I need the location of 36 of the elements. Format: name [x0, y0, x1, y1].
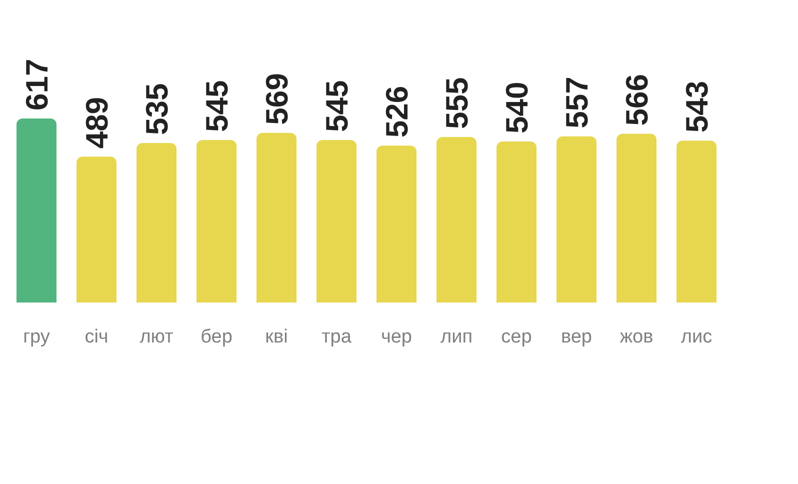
x-tick-label: лип: [440, 326, 473, 348]
bar: [496, 141, 536, 302]
bar: [616, 134, 656, 302]
bar: [76, 156, 116, 302]
data-label: 566: [620, 74, 654, 126]
x-tick-label: гру: [23, 326, 50, 348]
x-tick-label: січ: [84, 326, 108, 348]
bar: [676, 140, 716, 302]
data-label: 555: [440, 77, 474, 129]
data-label: 543: [680, 80, 714, 133]
data-label: 489: [80, 96, 114, 149]
x-tick-label: кві: [265, 326, 288, 348]
bar: [256, 132, 296, 302]
data-label: 557: [560, 76, 594, 128]
bar: [436, 136, 476, 302]
bar: [136, 142, 176, 302]
data-label: 569: [260, 73, 294, 125]
x-tick-label: лис: [680, 326, 712, 348]
bar: [196, 140, 236, 302]
x-tick-label: жов: [620, 326, 654, 348]
x-tick-label: сер: [501, 326, 532, 348]
x-tick-label: чер: [380, 326, 412, 348]
data-label: 545: [320, 80, 354, 132]
bar: [376, 146, 416, 302]
bar: [316, 140, 356, 302]
x-tick-label: тра: [322, 326, 352, 348]
data-label: 540: [500, 82, 534, 134]
data-label: 545: [200, 80, 234, 132]
bar: [16, 118, 56, 302]
data-label: 617: [20, 58, 54, 110]
bar: [556, 136, 596, 302]
x-tick-label: бер: [200, 326, 232, 348]
data-label: 526: [380, 86, 414, 138]
data-label: 535: [140, 83, 174, 135]
x-tick-label: лют: [140, 326, 174, 348]
x-tick-label: вер: [560, 326, 592, 348]
